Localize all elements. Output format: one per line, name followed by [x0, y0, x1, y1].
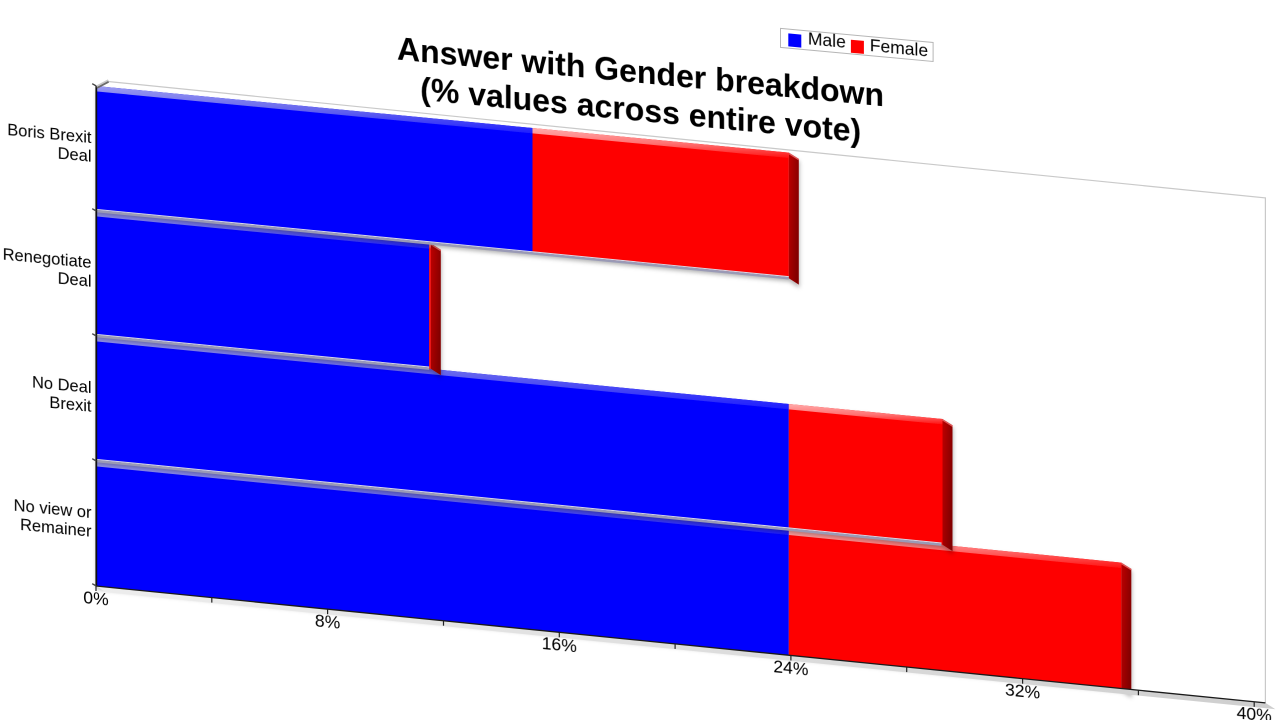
svg-text:24%: 24% — [773, 656, 808, 679]
svg-text:0%: 0% — [83, 587, 108, 609]
svg-text:Male: Male — [808, 28, 846, 52]
svg-text:Deal: Deal — [58, 144, 92, 166]
svg-text:Brexit: Brexit — [49, 393, 92, 416]
svg-text:16%: 16% — [542, 633, 577, 656]
svg-text:8%: 8% — [315, 610, 340, 632]
svg-text:40%: 40% — [1237, 702, 1272, 720]
svg-text:32%: 32% — [1005, 679, 1040, 702]
svg-text:Deal: Deal — [58, 269, 92, 291]
